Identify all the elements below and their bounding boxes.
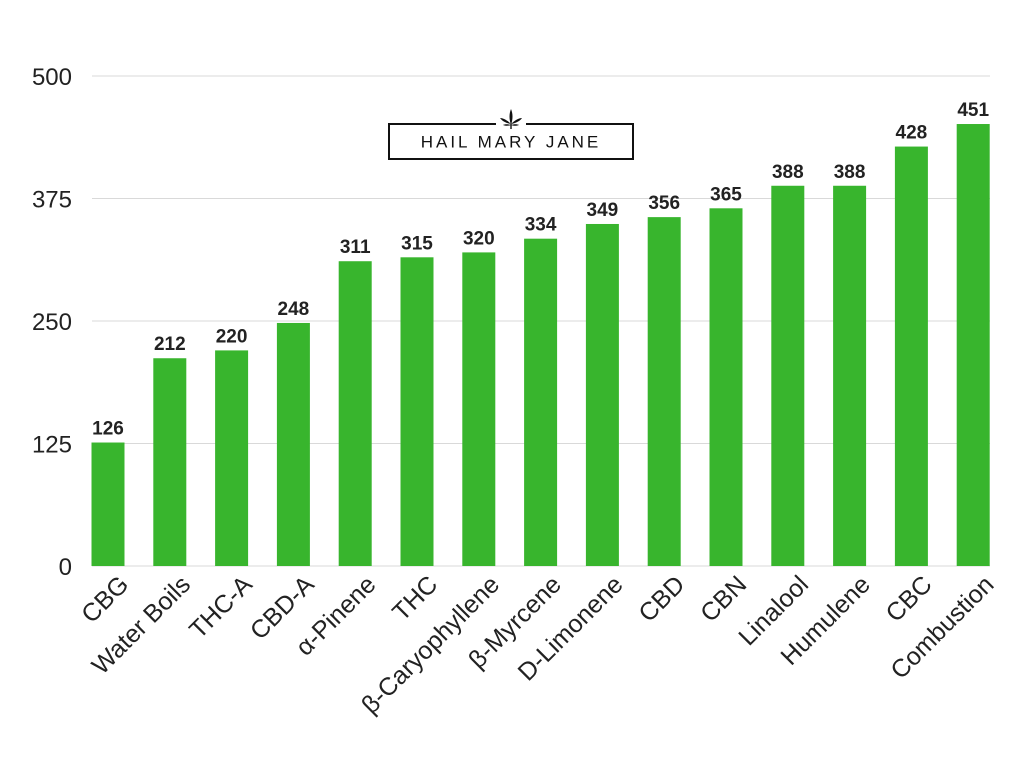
bar — [215, 350, 249, 566]
bar — [647, 217, 681, 566]
x-tick-label: THC-A — [184, 570, 258, 644]
bar — [894, 146, 928, 566]
data-labels: 126 212 220 248 311 315 320 334 349 356 365 388 388 4… — [92, 100, 989, 440]
y-axis-ticks: 0 125 250 375 500 — [32, 64, 72, 581]
bar — [153, 358, 187, 566]
bar — [709, 208, 743, 567]
bars — [91, 124, 990, 567]
y-tick-label: 375 — [32, 187, 72, 214]
data-label: 320 — [463, 228, 495, 249]
data-label: 428 — [896, 123, 928, 144]
logo-text: HAIL MARY JANE — [421, 133, 602, 152]
bar — [338, 261, 372, 566]
x-tick-label: THC — [387, 570, 443, 626]
bar — [462, 252, 496, 566]
y-tick-label: 0 — [59, 554, 72, 581]
bar — [585, 223, 619, 567]
x-tick-label: CBN — [695, 570, 752, 627]
x-tick-label: CBD — [633, 570, 690, 627]
data-label: 248 — [278, 299, 310, 320]
data-label: 220 — [216, 326, 248, 347]
data-label: 334 — [525, 215, 557, 236]
y-tick-label: 500 — [32, 64, 72, 91]
y-tick-label: 250 — [32, 309, 72, 336]
data-label: 388 — [834, 162, 866, 183]
data-label: 356 — [648, 193, 680, 214]
y-tick-label: 125 — [32, 432, 72, 459]
bar — [91, 442, 125, 566]
bar — [276, 322, 310, 566]
cannabis-leaf-icon — [500, 109, 522, 129]
bar — [400, 257, 434, 566]
data-label: 388 — [772, 162, 804, 183]
bar — [771, 185, 805, 566]
bar — [833, 185, 867, 566]
bar — [956, 124, 990, 567]
hail-mary-jane-logo: HAIL MARY JANE — [388, 109, 634, 160]
data-label: 365 — [710, 184, 742, 205]
x-tick-label: CBC — [881, 570, 938, 627]
data-label: 212 — [154, 334, 186, 355]
data-label: 126 — [92, 419, 124, 440]
data-label: 349 — [587, 200, 619, 221]
bar — [524, 238, 558, 566]
data-label: 315 — [401, 233, 433, 254]
data-label: 311 — [340, 237, 371, 258]
data-label: 451 — [957, 100, 989, 121]
